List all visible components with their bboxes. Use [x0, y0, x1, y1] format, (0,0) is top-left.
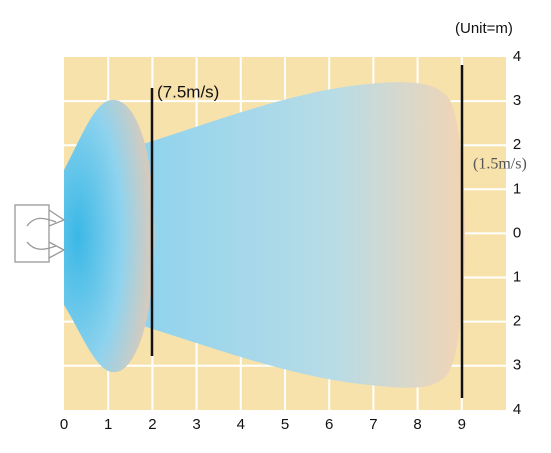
x-label: 4 [237, 416, 245, 433]
y-label: 4 [513, 48, 521, 65]
x-label: 5 [281, 416, 289, 433]
x-label: 3 [192, 416, 200, 433]
y-label: 0 [513, 224, 521, 241]
fan-icon [14, 204, 66, 263]
x-label: 9 [458, 416, 466, 433]
air-throw [140, 82, 465, 388]
x-label: 7 [369, 416, 377, 433]
air-outlet-lobe [64, 99, 155, 373]
unit-note: (Unit=m) [455, 20, 513, 37]
near-speed: (7.5m/s) [157, 82, 219, 101]
y-label: 4 [513, 401, 521, 418]
x-label: 1 [104, 416, 112, 433]
y-label: 3 [513, 92, 521, 109]
y-label: 1 [513, 268, 521, 285]
x-label: 2 [148, 416, 156, 433]
x-label: 0 [60, 416, 68, 433]
y-label: 1 [513, 180, 521, 197]
far-speed: (1.5m/s) [473, 156, 527, 173]
y-label: 2 [513, 313, 521, 330]
x-label: 6 [325, 416, 333, 433]
y-label: 3 [513, 357, 521, 374]
y-label: 2 [513, 136, 521, 153]
x-label: 8 [413, 416, 421, 433]
